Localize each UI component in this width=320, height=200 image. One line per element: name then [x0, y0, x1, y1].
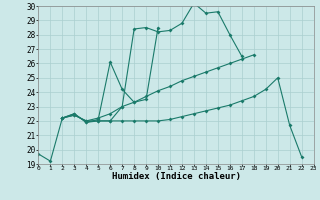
X-axis label: Humidex (Indice chaleur): Humidex (Indice chaleur) — [111, 172, 241, 181]
